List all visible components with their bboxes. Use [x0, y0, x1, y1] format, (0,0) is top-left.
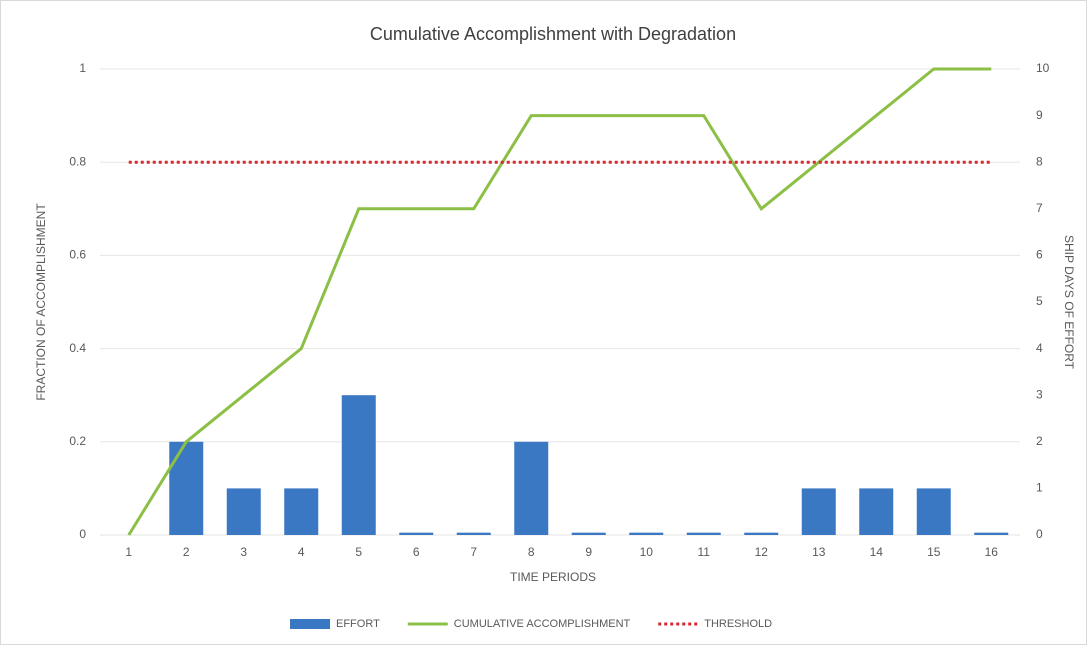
y2-tick-label: 7 [1036, 201, 1043, 215]
y2-tick-label: 10 [1036, 61, 1050, 75]
x-tick-label: 8 [528, 545, 535, 559]
y2-tick-label: 4 [1036, 341, 1043, 355]
y2-tick-label: 3 [1036, 387, 1043, 401]
x-tick-label: 10 [640, 545, 654, 559]
y2-tick-label: 6 [1036, 248, 1043, 262]
y-tick-label: 0.4 [69, 341, 86, 355]
legend-label: THRESHOLD [704, 618, 772, 630]
x-tick-label: 16 [985, 545, 999, 559]
x-tick-label: 11 [698, 545, 711, 559]
bar [744, 532, 779, 535]
bar [916, 488, 951, 535]
bar [456, 532, 491, 535]
x-tick-label: 5 [355, 545, 362, 559]
legend-swatch [290, 619, 330, 629]
bar [226, 488, 261, 535]
x-axis-title: TIME PERIODS [510, 570, 596, 584]
y-tick-label: 0.8 [69, 154, 86, 168]
y2-tick-label: 0 [1036, 527, 1043, 541]
bar [859, 488, 894, 535]
y2-tick-label: 5 [1036, 294, 1043, 308]
legend-label: CUMULATIVE ACCOMPLISHMENT [454, 618, 631, 630]
bar [571, 532, 606, 535]
bar [514, 441, 549, 535]
bar [686, 532, 721, 535]
x-tick-label: 14 [870, 545, 884, 559]
y-axis-title: FRACTION OF ACCOMPLISHMENT [34, 203, 48, 401]
x-tick-label: 4 [298, 545, 305, 559]
x-tick-label: 2 [183, 545, 190, 559]
y-tick-label: 0.6 [69, 248, 86, 262]
x-tick-label: 12 [755, 545, 769, 559]
bar [974, 532, 1009, 535]
bar [801, 488, 836, 535]
legend-label: EFFORT [336, 618, 380, 630]
chart-title: Cumulative Accomplishment with Degradati… [370, 24, 736, 44]
y2-tick-label: 2 [1036, 434, 1043, 448]
y2-tick-label: 8 [1036, 154, 1043, 168]
bar [169, 441, 204, 535]
line [127, 67, 992, 536]
y2-axis-title: SHIP DAYS OF EFFORT [1062, 235, 1076, 370]
bar [284, 488, 319, 535]
x-tick-label: 13 [812, 545, 826, 559]
y2-tick-label: 1 [1036, 481, 1043, 495]
y-tick-label: 0 [79, 527, 86, 541]
bar [399, 532, 434, 535]
y2-tick-label: 9 [1036, 108, 1043, 122]
y-tick-label: 1 [79, 61, 86, 75]
x-tick-label: 3 [240, 545, 247, 559]
x-tick-label: 1 [125, 545, 132, 559]
x-tick-label: 9 [585, 545, 592, 559]
x-tick-label: 7 [470, 545, 477, 559]
bar [629, 532, 664, 535]
x-tick-label: 6 [413, 545, 420, 559]
x-tick-label: 15 [927, 545, 941, 559]
bar [341, 395, 376, 535]
y-tick-label: 0.2 [69, 434, 86, 448]
